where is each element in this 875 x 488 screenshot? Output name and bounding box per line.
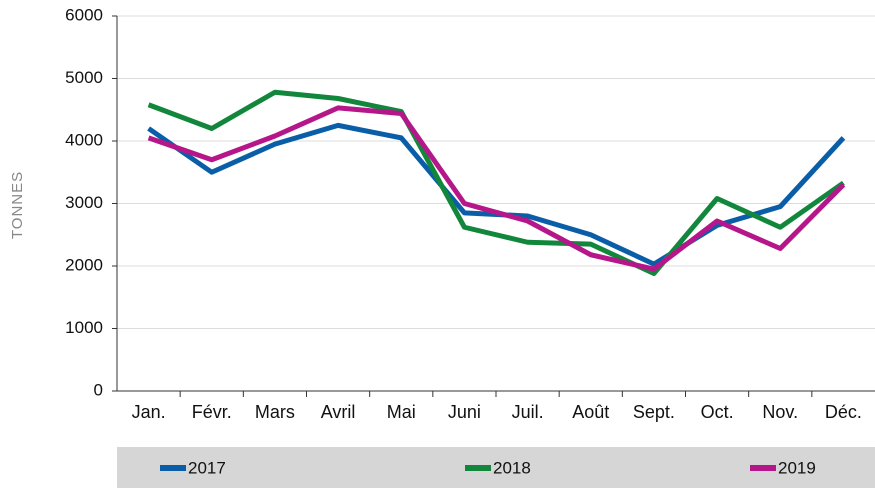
x-tick-label: Juil. (512, 402, 544, 422)
y-tick-label: 2000 (65, 255, 103, 274)
x-tick-label: Oct. (701, 402, 734, 422)
x-tick-label: Août (572, 402, 609, 422)
legend-label: 2017 (188, 458, 226, 477)
y-tick-label: 4000 (65, 130, 103, 149)
y-axis-label: TONNES (9, 171, 26, 239)
y-tick-label: 5000 (65, 68, 103, 87)
y-tick-label: 6000 (65, 5, 103, 24)
line-series (147, 89, 845, 276)
x-tick-label: Jan. (132, 402, 166, 422)
y-tick-label: 0 (94, 380, 103, 399)
x-tick-label: Févr. (192, 402, 232, 422)
y-tick-label: 1000 (65, 318, 103, 337)
x-tick-label: Mai (387, 402, 416, 422)
x-tick-label: Mars (255, 402, 295, 422)
x-tick-label: Nov. (762, 402, 798, 422)
legend-label: 2019 (778, 458, 816, 477)
line-series (147, 105, 846, 272)
y-tick-label: 3000 (65, 193, 103, 212)
x-tick-label: Avril (321, 402, 356, 422)
legend-background (117, 447, 875, 488)
x-tick-label: Sept. (633, 402, 675, 422)
x-tick-label: Juni (448, 402, 481, 422)
legend-label: 2018 (493, 458, 531, 477)
x-tick-label: Déc. (825, 402, 862, 422)
